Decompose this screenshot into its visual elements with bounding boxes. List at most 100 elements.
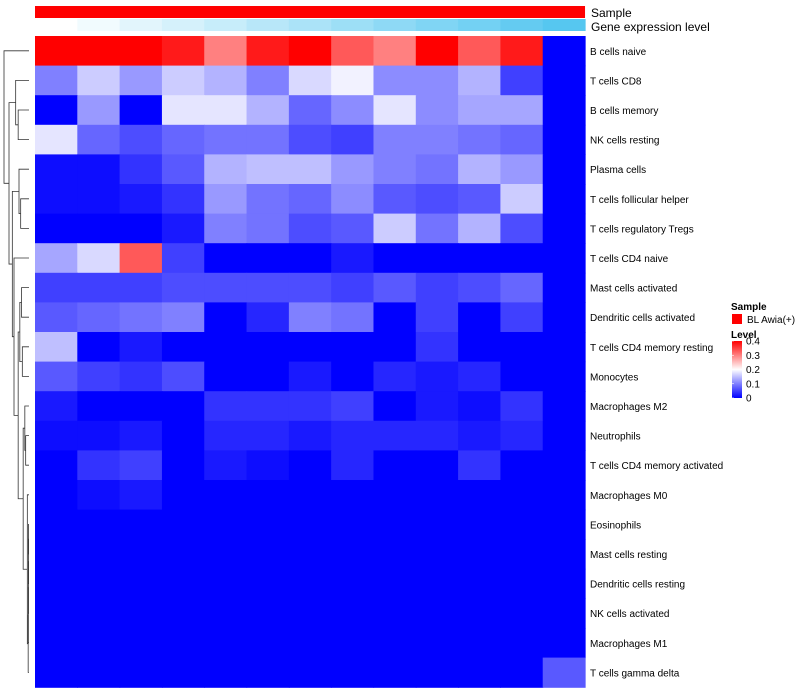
heatmap-cell [415,243,459,274]
heatmap-cell [373,361,417,392]
heatmap-cell [288,420,332,451]
heatmap-cell [119,213,163,244]
heatmap-cell [415,95,459,126]
heatmap-cell [161,361,205,392]
heatmap-cell [415,36,459,67]
heatmap-cell [500,332,544,363]
heatmap-cell [288,332,332,363]
heatmap-cell [35,628,78,659]
heatmap-cell [119,332,163,363]
heatmap-cell [542,361,586,392]
heatmap-cell [77,65,121,96]
heatmap-cell [415,184,459,215]
heatmap-cell [373,509,417,540]
heatmap-cell [415,509,459,540]
legend-level-tick-label: 0.4 [746,337,760,348]
heatmap-cell [373,243,417,274]
heatmap-cell [415,154,459,185]
heatmap-cell [204,509,248,540]
row-label: Eosinophils [590,520,641,531]
heatmap-cell [161,628,205,659]
heatmap-cell [458,124,502,155]
heatmap-cell [373,184,417,215]
heatmap-cell [77,302,121,333]
heatmap-cell [500,420,544,451]
row-label: Monocytes [590,372,638,383]
heatmap-cell [77,124,121,155]
heatmap-cell [246,302,290,333]
expression-track-label: Gene expression level [591,20,710,34]
heatmap-cell [246,391,290,422]
row-label: Neutrophils [590,432,641,443]
heatmap-cell [204,95,248,126]
heatmap-cell [119,272,163,303]
heatmap-cell [542,36,586,67]
row-label: Plasma cells [590,165,646,176]
heatmap-cell [458,509,502,540]
heatmap-cell [458,420,502,451]
heatmap-cell [204,272,248,303]
heatmap-cell [246,568,290,599]
heatmap-cell [542,657,586,688]
heatmap-cell [204,184,248,215]
heatmap-cell [331,302,375,333]
row-label: B cells naive [590,47,647,58]
heatmap-cell [331,213,375,244]
heatmap-cell [161,539,205,570]
heatmap-cell [77,36,121,67]
heatmap-cell [246,154,290,185]
heatmap-cell [458,154,502,185]
heatmap-cell [161,184,205,215]
heatmap-cell [246,539,290,570]
heatmap-cell [119,65,163,96]
expression-track-cell [246,19,290,31]
heatmap-cell [77,332,121,363]
heatmap-cell [35,243,78,274]
heatmap-cell [542,539,586,570]
heatmap-cell [458,480,502,511]
heatmap-cell [35,391,78,422]
heatmap-cell [246,184,290,215]
heatmap-cell [77,628,121,659]
heatmap-cell [35,302,78,333]
heatmap-cell [204,213,248,244]
heatmap-cell [35,361,78,392]
heatmap-cell [288,36,332,67]
heatmap-cell [500,391,544,422]
heatmap-cell [331,184,375,215]
heatmap-cell [161,657,205,688]
heatmap-cell [246,124,290,155]
heatmap-cell [373,539,417,570]
heatmap-cell [161,598,205,629]
expression-track-cell [500,19,544,31]
heatmap-cell [246,598,290,629]
heatmap-cell [77,154,121,185]
heatmap-cell [246,332,290,363]
legend-level-colorbar [732,341,742,398]
heatmap-cell [246,36,290,67]
heatmap-cell [542,302,586,333]
heatmap-cell [373,568,417,599]
heatmap-cell [542,124,586,155]
heatmap-cell [119,598,163,629]
heatmap-cell [458,568,502,599]
heatmap-cell [500,657,544,688]
heatmap-cell [288,184,332,215]
heatmap-cell [204,657,248,688]
heatmap-cell [119,657,163,688]
heatmap-cell [542,568,586,599]
heatmap-cell [77,450,121,481]
expression-track-cell [204,19,248,31]
heatmap-cell [161,95,205,126]
heatmap-cell [77,598,121,629]
heatmap-cell [204,243,248,274]
heatmap-cell [542,213,586,244]
heatmap-cell [161,36,205,67]
heatmap-cell [373,391,417,422]
heatmap-cell [500,598,544,629]
heatmap-cell [458,302,502,333]
heatmap-cell [204,391,248,422]
heatmap-cell [542,598,586,629]
dendrogram-branch [13,257,29,416]
heatmap-cell [288,361,332,392]
